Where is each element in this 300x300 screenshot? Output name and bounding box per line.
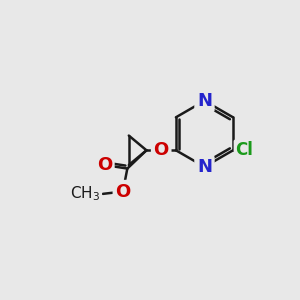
- Text: N: N: [197, 158, 212, 176]
- Text: O: O: [154, 141, 169, 159]
- Text: O: O: [115, 182, 130, 200]
- Text: Cl: Cl: [235, 141, 253, 159]
- Text: O: O: [97, 156, 112, 174]
- Text: CH$_3$: CH$_3$: [70, 184, 101, 203]
- Text: N: N: [197, 92, 212, 110]
